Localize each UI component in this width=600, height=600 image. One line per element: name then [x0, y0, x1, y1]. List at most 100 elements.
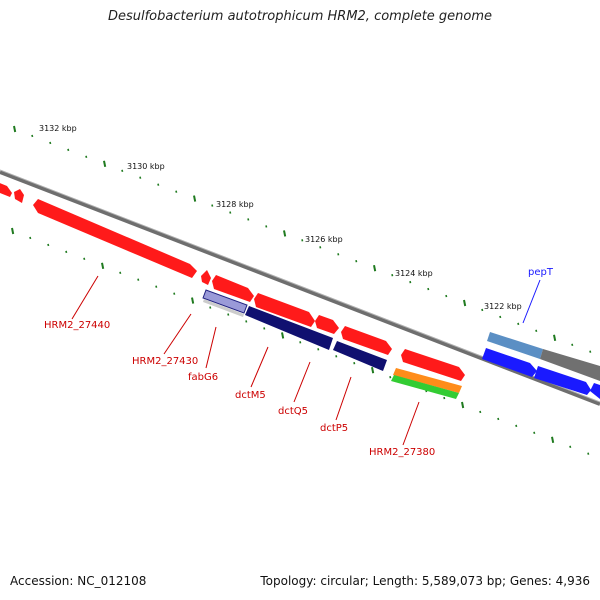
minor-tick [445, 294, 448, 298]
minor-tick [335, 355, 338, 358]
kbp-label: 3126 kbp [305, 235, 343, 244]
minor-tick [227, 313, 230, 316]
fabg6-shadow [203, 299, 244, 317]
minor-tick [317, 348, 320, 351]
minor-tick [479, 410, 482, 414]
minor-tick [481, 308, 484, 312]
major-tick [193, 195, 197, 202]
kbp-label: 3122 kbp [484, 302, 522, 311]
minor-tick [65, 250, 68, 254]
major-tick [463, 299, 467, 307]
fabg6-feature[interactable] [202, 289, 248, 314]
minor-tick [499, 315, 502, 319]
major-tick [101, 262, 105, 269]
reverse-gene-arrow[interactable] [590, 383, 600, 399]
minor-tick [533, 431, 536, 435]
gene-arrow[interactable] [201, 270, 211, 285]
minor-tick [85, 155, 88, 159]
gene-arrow-hrm2-27440[interactable] [33, 199, 197, 278]
dctq5-feature[interactable] [333, 341, 387, 371]
kbp-label: 3132 kbp [39, 124, 77, 133]
major-tick [191, 297, 195, 304]
gene-arrow-hrm2-27380[interactable] [401, 349, 465, 381]
minor-tick [337, 253, 340, 256]
major-tick [373, 265, 377, 272]
minor-tick [47, 243, 50, 247]
kbp-label: 3130 kbp [127, 162, 165, 171]
gene-label-dctq5: dctQ5 [278, 406, 308, 417]
topology-text: Topology: circular; Length: 5,589,073 bp… [260, 574, 590, 588]
major-tick [283, 230, 287, 237]
minor-tick [229, 211, 232, 214]
minor-tick [139, 176, 142, 179]
gene-arrow[interactable] [14, 189, 24, 203]
pept-callout [522, 279, 541, 324]
accession-text: Accession: NC_012108 [10, 574, 147, 588]
gene-arrow[interactable] [254, 293, 315, 327]
minor-tick [517, 322, 520, 326]
backbone [0, 170, 600, 406]
minor-tick [355, 260, 358, 263]
dctm5-feature[interactable] [245, 306, 333, 350]
gray-feature[interactable] [540, 349, 600, 381]
kbp-label: 3124 kbp [395, 269, 433, 278]
dctp5-feature[interactable] [393, 368, 462, 393]
gene-label-hrm2-27430: HRM2_27430 [132, 356, 198, 367]
major-tick [13, 125, 17, 133]
minor-tick [443, 396, 446, 400]
minor-tick [211, 204, 214, 207]
minor-tick [155, 285, 158, 288]
minor-tick [587, 452, 590, 455]
minor-tick [175, 190, 178, 193]
minor-tick [157, 183, 160, 186]
minor-tick [121, 169, 124, 172]
minor-tick [353, 362, 356, 365]
minor-tick [571, 343, 574, 346]
minor-tick [67, 148, 70, 152]
minor-tick [263, 327, 266, 330]
minor-tick [245, 320, 248, 323]
gene-label-hrm2-27380: HRM2_27380 [369, 447, 435, 458]
minor-tick [319, 246, 322, 249]
minor-tick [49, 141, 52, 145]
major-tick [551, 436, 555, 443]
minor-tick [389, 375, 392, 379]
minor-tick [515, 424, 518, 428]
minor-tick [409, 280, 412, 284]
major-tick [281, 332, 285, 339]
minor-tick [265, 225, 268, 228]
reverse-gene-arrow[interactable] [534, 366, 591, 395]
minor-tick [569, 445, 572, 448]
gene-arrow[interactable] [341, 326, 392, 355]
gene-label-dctp5: dctP5 [320, 423, 348, 434]
minor-tick [119, 271, 122, 274]
minor-tick [427, 287, 430, 291]
minor-tick [589, 350, 592, 353]
minor-tick [137, 278, 140, 281]
gene-label-pept: pepT [528, 267, 554, 278]
minor-tick [391, 273, 394, 277]
minor-tick [31, 134, 34, 138]
map-title: Desulfobacterium autotrophicum HRM2, com… [107, 9, 493, 24]
pept-feature[interactable] [487, 332, 543, 359]
gene-features [0, 181, 600, 399]
callout-lines [71, 275, 420, 446]
gene-arrow[interactable] [0, 181, 12, 197]
gene-arrow-hrm2-27430[interactable] [212, 275, 254, 302]
major-tick [371, 367, 375, 374]
tick-marks [11, 125, 592, 455]
minor-tick [301, 239, 304, 242]
major-tick [553, 334, 557, 341]
minor-tick [535, 329, 538, 333]
minor-tick [173, 292, 176, 295]
minor-tick [299, 341, 302, 344]
minor-tick [83, 257, 86, 261]
gene-arrow[interactable] [315, 315, 339, 334]
reverse-gene-arrow[interactable] [482, 348, 537, 377]
minor-tick [29, 236, 32, 240]
minor-tick [209, 306, 212, 309]
gene-label-hrm2-27440: HRM2_27440 [44, 320, 110, 331]
minor-tick [497, 417, 500, 421]
hrm2-27380-feature[interactable] [391, 375, 459, 399]
